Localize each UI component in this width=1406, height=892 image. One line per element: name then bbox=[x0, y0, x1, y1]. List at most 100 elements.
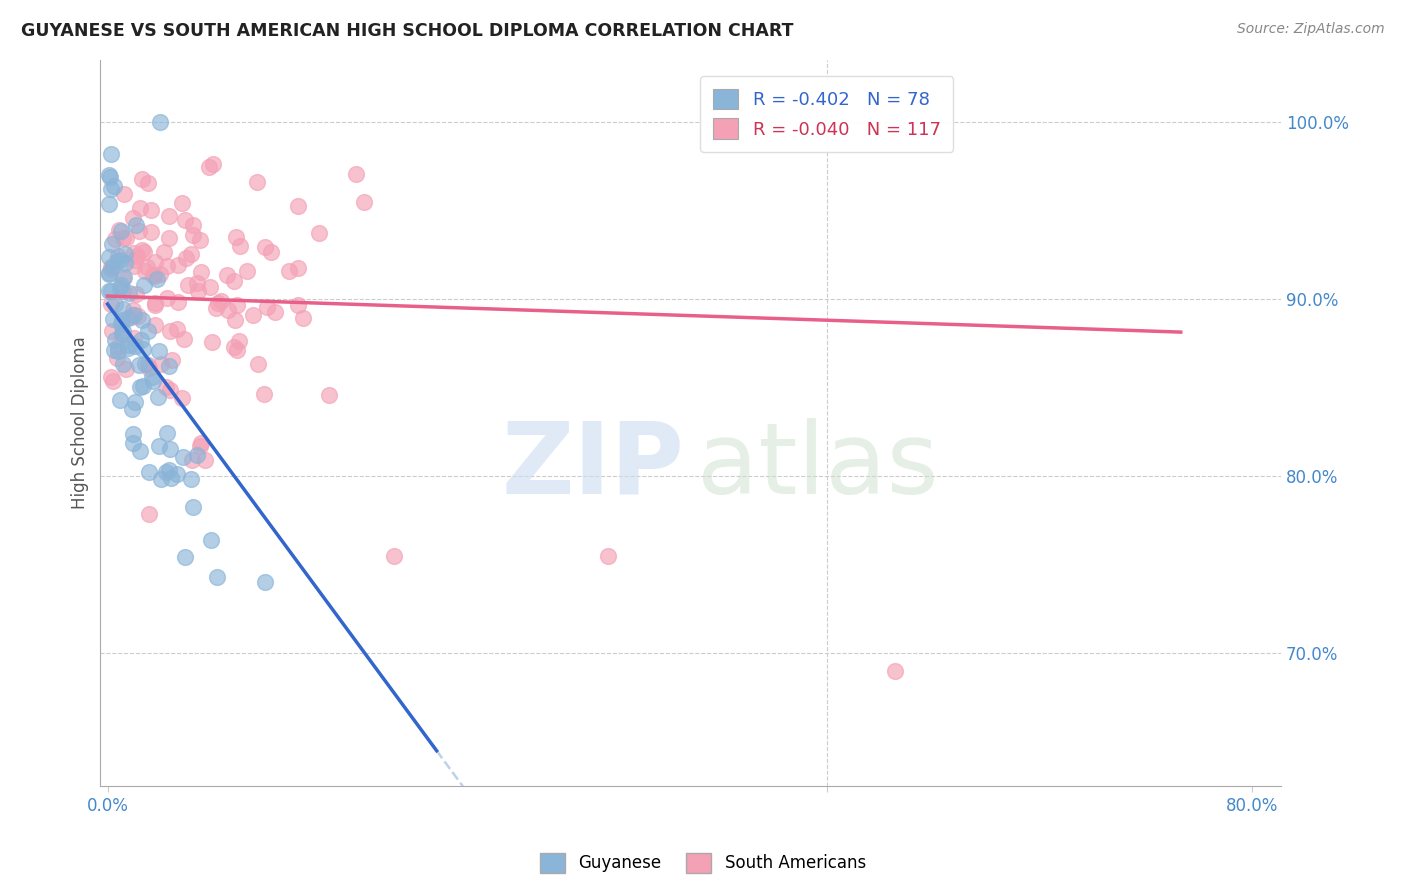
Point bbox=[136, 358, 159, 372]
Legend: R = -0.402   N = 78, R = -0.040   N = 117: R = -0.402 N = 78, R = -0.040 N = 117 bbox=[700, 76, 953, 152]
Point bbox=[117, 310, 139, 325]
Point bbox=[215, 268, 238, 282]
Point bbox=[111, 285, 134, 299]
Point bbox=[236, 264, 259, 278]
Point bbox=[117, 341, 139, 355]
Point bbox=[103, 259, 125, 273]
Point bbox=[107, 344, 129, 359]
Point bbox=[100, 324, 122, 338]
Point bbox=[159, 324, 181, 338]
Point bbox=[253, 387, 276, 401]
Point bbox=[112, 231, 135, 245]
Point bbox=[131, 243, 153, 257]
Point bbox=[108, 280, 131, 294]
Point bbox=[246, 175, 269, 189]
Point bbox=[155, 465, 177, 479]
Point bbox=[166, 467, 188, 481]
Point bbox=[122, 435, 145, 450]
Point bbox=[121, 302, 143, 317]
Point bbox=[101, 236, 124, 251]
Point bbox=[166, 258, 188, 272]
Point bbox=[172, 196, 194, 211]
Point bbox=[242, 308, 264, 322]
Point bbox=[180, 472, 202, 486]
Point bbox=[205, 301, 228, 315]
Point bbox=[100, 147, 122, 161]
Point bbox=[143, 318, 166, 332]
Point bbox=[149, 267, 172, 281]
Point bbox=[128, 358, 150, 372]
Point bbox=[194, 453, 217, 467]
Point bbox=[156, 425, 179, 440]
Point bbox=[127, 249, 149, 263]
Point bbox=[138, 176, 160, 190]
Point bbox=[122, 309, 145, 323]
Point bbox=[318, 387, 340, 401]
Point bbox=[155, 380, 177, 394]
Point bbox=[353, 194, 375, 209]
Point bbox=[111, 324, 134, 338]
Point bbox=[222, 341, 245, 355]
Point bbox=[202, 157, 225, 171]
Point bbox=[103, 343, 125, 357]
Point bbox=[197, 160, 219, 174]
Point bbox=[139, 202, 162, 217]
Point bbox=[110, 318, 132, 332]
Point bbox=[217, 303, 239, 318]
Point bbox=[131, 333, 153, 347]
Point bbox=[172, 391, 194, 405]
Point bbox=[131, 312, 153, 326]
Point bbox=[100, 284, 122, 298]
Point bbox=[287, 298, 309, 312]
Point bbox=[148, 344, 170, 359]
Point bbox=[156, 291, 179, 305]
Point bbox=[167, 295, 190, 310]
Point bbox=[98, 266, 121, 280]
Point bbox=[98, 250, 121, 264]
Point bbox=[121, 211, 143, 225]
Point bbox=[188, 439, 211, 453]
Point bbox=[125, 218, 148, 232]
Point bbox=[112, 270, 135, 285]
Point bbox=[110, 326, 132, 341]
Text: ZIP: ZIP bbox=[502, 418, 685, 515]
Point bbox=[159, 442, 181, 456]
Text: GUYANESE VS SOUTH AMERICAN HIGH SCHOOL DIPLOMA CORRELATION CHART: GUYANESE VS SOUTH AMERICAN HIGH SCHOOL D… bbox=[21, 22, 793, 40]
Point bbox=[224, 274, 246, 288]
Point bbox=[124, 253, 146, 268]
Point bbox=[110, 278, 132, 293]
Point bbox=[153, 244, 176, 259]
Point bbox=[127, 309, 149, 323]
Point bbox=[287, 260, 309, 275]
Point bbox=[224, 313, 246, 327]
Text: atlas: atlas bbox=[696, 418, 938, 515]
Point bbox=[100, 370, 122, 384]
Point bbox=[187, 284, 209, 298]
Point bbox=[198, 280, 221, 294]
Point bbox=[201, 335, 224, 350]
Point bbox=[108, 392, 131, 407]
Point bbox=[138, 465, 160, 479]
Point bbox=[132, 342, 155, 356]
Point bbox=[112, 272, 135, 286]
Point bbox=[138, 360, 160, 375]
Point bbox=[225, 298, 247, 312]
Point bbox=[105, 351, 128, 365]
Point bbox=[142, 268, 165, 283]
Point bbox=[186, 449, 208, 463]
Point bbox=[292, 310, 315, 325]
Point bbox=[111, 313, 134, 327]
Point bbox=[143, 297, 166, 311]
Point bbox=[129, 380, 152, 394]
Point bbox=[114, 362, 136, 376]
Point bbox=[173, 332, 195, 346]
Point bbox=[181, 228, 204, 243]
Point bbox=[277, 264, 299, 278]
Point bbox=[181, 500, 204, 515]
Point bbox=[118, 286, 141, 301]
Point bbox=[129, 444, 152, 458]
Point bbox=[122, 427, 145, 442]
Point bbox=[138, 507, 160, 521]
Point bbox=[103, 374, 125, 388]
Point bbox=[143, 255, 166, 269]
